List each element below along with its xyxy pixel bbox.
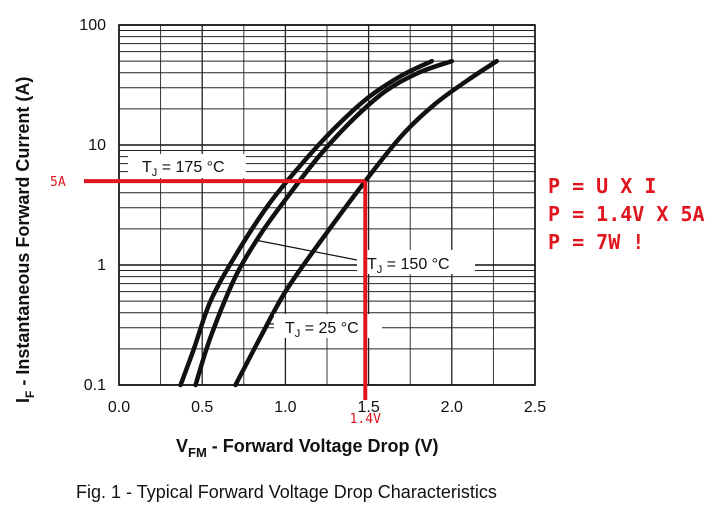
y-axis-title: IF - Instantaneous Forward Current (A) xyxy=(13,77,37,403)
x-tick-label: 2.5 xyxy=(524,399,546,416)
x-tick-label: 2.0 xyxy=(441,399,463,416)
voltage-marker-label: 1.4V xyxy=(350,412,381,427)
y-axis-title-sub: F xyxy=(23,391,37,398)
plot-frame xyxy=(118,24,536,386)
curve-label-1: TJ = 150 °C xyxy=(367,256,450,276)
power-formula-line: P = 7W ! xyxy=(548,230,644,254)
curve-label-background xyxy=(128,154,246,178)
x-tick-label: 0.0 xyxy=(108,399,130,416)
y-tick-label: 1 xyxy=(97,257,106,274)
figure-caption: Fig. 1 - Typical Forward Voltage Drop Ch… xyxy=(76,482,497,502)
y-axis-title-rest: - Instantaneous Forward Current (A) xyxy=(13,77,33,391)
x-axis-title: VFM - Forward Voltage Drop (V) xyxy=(176,436,438,460)
x-axis-title-main: V xyxy=(176,436,188,456)
y-tick-label: 100 xyxy=(79,17,106,34)
chart-tick-labels: 0.0 0.5 1.0 1.5 2.0 2.5 0.1 1 10 100 xyxy=(79,17,546,416)
power-formula-line: P = 1.4V X 5A xyxy=(548,202,705,226)
curve-label-leader xyxy=(254,239,358,261)
curve-label-2: TJ = 25 °C xyxy=(285,320,359,340)
y-axis-title-main: I xyxy=(13,398,33,403)
x-tick-label: 1.0 xyxy=(274,399,296,416)
x-tick-label: 0.5 xyxy=(191,399,213,416)
x-axis-title-sub: FM xyxy=(188,445,207,460)
power-formula-line: P = U X I xyxy=(548,174,656,198)
x-axis-title-rest: - Forward Voltage Drop (V) xyxy=(207,436,439,456)
x-tick-label: 1.5 xyxy=(357,399,379,416)
curve-label-background xyxy=(357,250,475,274)
y-tick-label: 0.1 xyxy=(84,377,106,394)
y-tick-label: 10 xyxy=(88,137,106,154)
red-annotations: 5A 1.4V P = U X I P = 1.4V X 5A P = 7W ! xyxy=(50,174,705,427)
current-marker-label: 5A xyxy=(50,175,66,190)
curve-label-0: TJ = 175 °C xyxy=(142,159,225,179)
